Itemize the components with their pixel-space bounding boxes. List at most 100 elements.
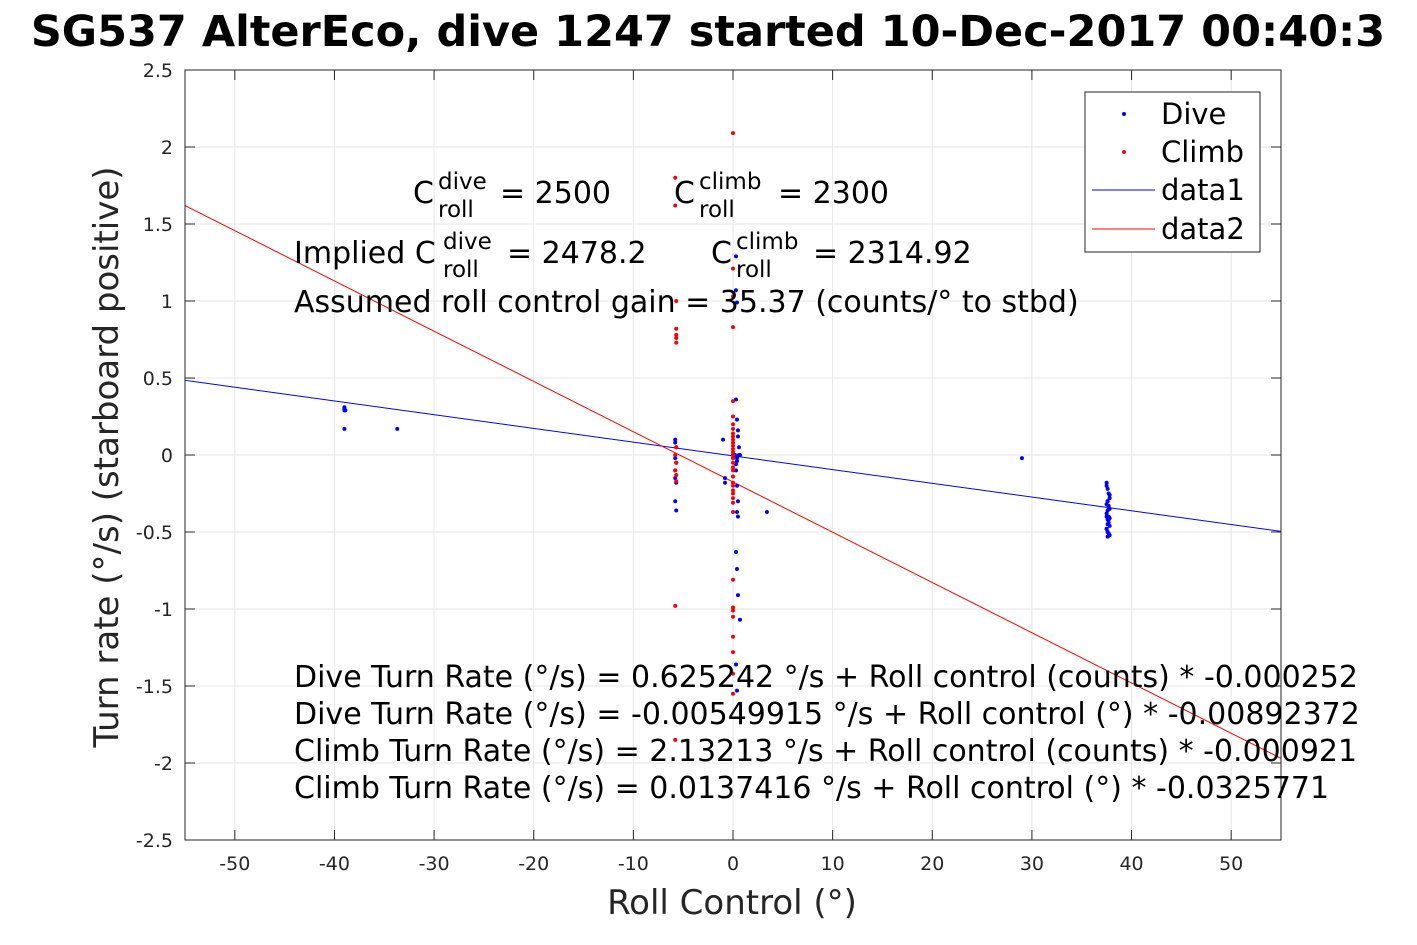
point-climb <box>731 691 735 696</box>
point-dive <box>734 300 739 305</box>
point-climb <box>731 325 735 330</box>
point-climb <box>731 650 735 655</box>
data-points <box>342 131 1112 742</box>
point-dive <box>735 434 740 439</box>
point-dive <box>1105 522 1110 527</box>
point-climb <box>674 340 679 345</box>
point-climb <box>731 605 735 610</box>
point-dive <box>734 566 739 571</box>
point-dive <box>733 397 738 402</box>
point-climb <box>731 131 735 136</box>
point-dive <box>734 509 739 514</box>
point-dive <box>735 514 740 519</box>
chart-title: SG537 AlterEco, dive 1247 started 10-Dec… <box>31 7 1385 57</box>
point-dive <box>673 476 678 481</box>
x-tick-label: 10 <box>821 853 845 875</box>
x-tick-label: 30 <box>1020 853 1044 875</box>
x-tick-label: 0 <box>727 853 739 875</box>
y-tick-label: 2.5 <box>143 60 173 82</box>
point-climb <box>731 577 735 582</box>
point-dive <box>723 476 728 481</box>
point-dive <box>734 688 739 693</box>
point-climb <box>731 440 735 445</box>
point-dive <box>737 453 742 457</box>
point-dive <box>734 417 739 422</box>
x-tick-label: -20 <box>518 853 549 875</box>
y-tick-label: -0.5 <box>136 522 173 544</box>
point-climb <box>731 671 735 676</box>
point-climb <box>731 483 735 488</box>
point-climb <box>673 175 678 180</box>
fit-equations: Dive Turn Rate (°/s) = 0.625242 °/s + Ro… <box>294 660 1360 806</box>
y-tick-label: 0.5 <box>143 368 173 390</box>
x-tick-label: -30 <box>419 853 450 875</box>
point-climb <box>731 434 735 439</box>
y-tick-label: 1.5 <box>143 214 173 236</box>
point-dive <box>1104 526 1109 531</box>
point-dive <box>1104 511 1109 516</box>
c-climb-label: C <box>674 176 695 211</box>
point-dive <box>673 499 678 504</box>
point-climb <box>674 473 679 478</box>
point-dive <box>733 550 738 555</box>
point-climb <box>673 453 678 457</box>
implied-climb-sub: roll <box>736 257 772 283</box>
implied-dive-value: = 2478.2 <box>507 236 647 271</box>
implied-prefix: Implied C <box>294 236 436 271</box>
y-axis-label: Turn rate (°/s) (starboard positive) <box>87 166 127 748</box>
point-climb <box>674 479 679 484</box>
c-dive-sub: roll <box>438 197 474 223</box>
point-dive <box>395 426 400 431</box>
point-dive <box>734 483 739 488</box>
point-dive <box>673 437 678 442</box>
point-dive <box>1105 534 1110 539</box>
legend-label-climb: Climb <box>1161 135 1244 169</box>
c-climb-sup: climb <box>699 169 761 195</box>
fit-equation-4: Climb Turn Rate (°/s) = 0.0137416 °/s + … <box>294 771 1329 806</box>
c-dive-label: C <box>413 176 434 211</box>
y-tick-label: 0 <box>161 445 173 467</box>
y-tick-label: -1.5 <box>136 676 173 698</box>
point-dive <box>1107 496 1112 501</box>
point-climb <box>731 431 735 436</box>
point-dive <box>1105 508 1110 513</box>
c-dive-value: = 2500 <box>500 176 611 211</box>
point-dive <box>735 499 740 504</box>
y-tick-label: -2.5 <box>136 830 173 852</box>
point-dive <box>1105 486 1110 491</box>
point-climb <box>673 468 678 473</box>
x-tick-label: 40 <box>1119 853 1143 875</box>
legend: Dive Climb data1 data2 <box>1084 91 1261 253</box>
point-dive <box>764 509 769 514</box>
y-tick-label: -1 <box>154 599 173 621</box>
point-dive <box>1106 505 1111 510</box>
point-climb <box>731 491 735 496</box>
x-tick-label: 20 <box>920 853 944 875</box>
point-climb <box>674 332 679 337</box>
legend-label-dive: Dive <box>1161 97 1226 131</box>
point-climb <box>731 426 735 431</box>
point-climb <box>731 443 735 448</box>
point-dive <box>734 456 739 461</box>
x-axis-label: Roll Control (°) <box>607 883 857 923</box>
point-dive <box>733 288 738 293</box>
point-climb <box>731 614 735 619</box>
y-tick-label: -2 <box>154 753 173 775</box>
point-climb <box>674 335 679 340</box>
legend-label-data1: data1 <box>1161 173 1245 207</box>
point-climb <box>731 449 735 454</box>
point-dive <box>737 617 742 622</box>
point-climb <box>731 488 735 493</box>
point-dive <box>674 508 679 513</box>
implied-climb-label: C <box>711 236 732 271</box>
gain-annotation: Assumed roll control gain = 35.37 (count… <box>294 285 1079 320</box>
point-dive <box>733 462 738 467</box>
point-dive <box>723 480 728 485</box>
point-dive <box>1104 480 1109 485</box>
point-dive <box>343 408 348 413</box>
legend-box <box>1084 91 1261 253</box>
point-climb <box>731 468 735 473</box>
implied-climb-value: = 2314.92 <box>813 236 972 271</box>
point-dive <box>735 428 740 433</box>
point-dive <box>1106 517 1111 522</box>
